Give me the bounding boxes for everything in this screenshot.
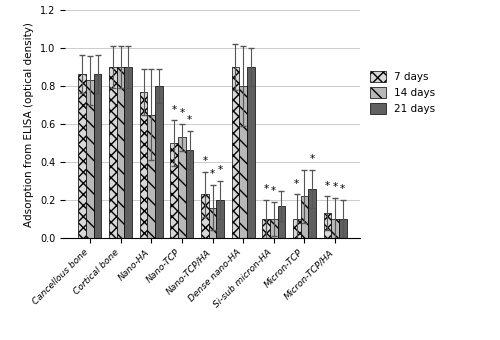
Bar bbox=[270, 219, 278, 238]
Legend: 7 days, 14 days, 21 days: 7 days, 14 days, 21 days bbox=[366, 67, 440, 118]
Text: *: * bbox=[264, 184, 268, 194]
Text: *: * bbox=[310, 154, 314, 164]
Y-axis label: Adsorption from ELISA (optical density): Adsorption from ELISA (optical density) bbox=[24, 22, 34, 226]
Text: *: * bbox=[172, 105, 177, 115]
Bar bbox=[94, 74, 102, 238]
Bar bbox=[278, 206, 285, 238]
Bar bbox=[339, 219, 346, 238]
Bar bbox=[293, 219, 300, 238]
Text: *: * bbox=[325, 181, 330, 190]
Bar bbox=[308, 189, 316, 238]
Text: *: * bbox=[202, 156, 207, 166]
Bar bbox=[262, 219, 270, 238]
Bar bbox=[332, 219, 339, 238]
Bar bbox=[240, 86, 247, 238]
Bar bbox=[140, 92, 147, 238]
Bar bbox=[232, 67, 239, 238]
Text: *: * bbox=[332, 183, 338, 192]
Bar bbox=[247, 67, 254, 238]
Bar bbox=[109, 67, 116, 238]
Bar bbox=[148, 115, 155, 238]
Bar bbox=[116, 67, 124, 238]
Bar bbox=[178, 137, 186, 238]
Bar bbox=[216, 200, 224, 238]
Text: *: * bbox=[210, 169, 215, 179]
Text: *: * bbox=[187, 115, 192, 125]
Text: *: * bbox=[180, 108, 184, 118]
Bar bbox=[208, 208, 216, 238]
Bar bbox=[170, 143, 178, 238]
Text: *: * bbox=[218, 165, 222, 175]
Bar bbox=[86, 81, 94, 238]
Text: *: * bbox=[271, 186, 276, 196]
Bar bbox=[186, 150, 194, 238]
Bar bbox=[124, 67, 132, 238]
Bar bbox=[324, 213, 332, 238]
Bar bbox=[300, 196, 308, 238]
Bar bbox=[201, 194, 208, 238]
Text: *: * bbox=[294, 178, 300, 189]
Bar bbox=[78, 74, 86, 238]
Bar bbox=[155, 86, 162, 238]
Text: *: * bbox=[340, 184, 345, 194]
